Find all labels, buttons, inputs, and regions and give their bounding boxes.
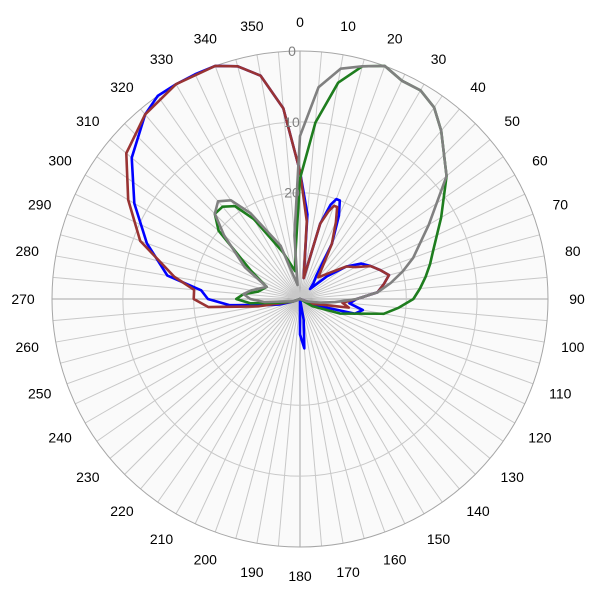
grid-spoke [299,298,386,533]
angle-tick-label: 220 [110,503,134,519]
grid-spoke [214,298,301,533]
grid-spoke [52,276,301,300]
angle-tick-label: 290 [28,196,52,212]
grid-spoke [299,193,525,300]
angle-tick-label: 80 [565,243,581,259]
angle-tick-label: 240 [48,430,72,446]
grid-spoke [60,298,301,364]
angle-tick-label: 50 [504,113,520,129]
grid-spoke [84,298,301,424]
series-line-4 [213,64,448,304]
angle-tick-label: 110 [549,386,572,402]
grid-spoke [66,213,301,300]
grid-spoke [299,298,491,459]
grid-spoke [109,298,301,459]
angle-tick-label: 20 [387,31,403,47]
angle-tick-label: 40 [470,79,486,95]
angle-tick-label: 230 [76,469,100,485]
grid-spoke [96,298,301,442]
grid-spoke [109,139,301,300]
angle-tick-label: 180 [288,568,312,584]
grid-spoke [299,123,476,300]
grid-spoke [140,298,301,490]
grid-spoke [124,298,301,475]
angle-tick-label: 120 [528,430,552,446]
angle-tick-label: 250 [28,386,52,402]
angle-tick-label: 320 [110,79,134,95]
grid-spoke [299,213,534,300]
grid-spoke [75,298,301,405]
outer-circle [51,50,549,548]
radial-tick-label: 20 [284,185,300,201]
grid-spoke [66,298,301,385]
angle-tick-label: 340 [194,31,218,47]
grid-spoke [157,298,301,503]
radial-tick-label: 0 [288,43,296,59]
grid-spoke [299,298,406,524]
angle-tick-label: 70 [553,196,569,212]
grid-spoke [299,65,386,300]
angle-tick-label: 170 [336,564,360,580]
grid-spoke [175,298,301,515]
angle-tick-label: 270 [11,291,35,307]
angle-tick-label: 160 [383,551,407,567]
grid-spoke [299,83,425,300]
grid-spoke [299,234,540,300]
angle-tick-label: 60 [532,153,548,169]
grid-spoke [299,298,425,515]
grid-spoke [299,156,504,300]
grid-spoke [256,54,301,300]
angle-tick-label: 130 [501,469,525,485]
grid-spoke [299,298,504,442]
angle-tick-label: 30 [431,51,447,67]
grid-spoke [299,298,443,503]
angle-tick-label: 150 [427,531,451,547]
angle-tick-label: 310 [76,113,100,129]
grid-spoke [299,298,525,405]
grid-spoke [299,298,344,544]
angle-tick-label: 190 [240,564,264,580]
grid-spoke [256,298,301,544]
grid-spoke [299,54,344,300]
grid-spoke [299,74,406,300]
angle-tick-label: 330 [150,51,174,67]
angle-tick-label: 300 [48,153,72,169]
angle-tick-label: 280 [16,243,40,259]
angle-tick-label: 90 [569,291,585,307]
grid-spoke [299,255,545,300]
grid-spoke [194,74,301,300]
angle-tick-label: 140 [466,503,490,519]
angle-tick-label: 10 [340,18,356,34]
angle-tick-label: 210 [150,531,174,547]
grid-spoke [175,83,301,300]
grid-ring [122,121,478,477]
grid-spoke [299,108,460,300]
angle-tick-label: 200 [194,551,218,567]
series-line-2 [125,64,391,309]
grid-spoke [235,298,301,539]
angle-tick-label: 0 [296,14,304,30]
grid-spoke [157,95,301,300]
grid-spoke [124,123,301,300]
grid-spoke [194,298,301,524]
angle-tick-label: 260 [16,339,40,355]
grid-spoke [96,156,301,300]
grid-spoke [84,174,301,300]
radial-tick-label: 10 [284,114,300,130]
grid-spoke [277,298,301,547]
grid-spoke [235,59,301,300]
grid-spoke [299,298,476,475]
angle-tick-label: 100 [561,339,585,355]
angle-tick-label: 350 [240,18,264,34]
grid-spoke [140,108,301,300]
grid-spoke [299,298,516,424]
grid-spoke [299,298,460,490]
grid-spoke [299,298,365,539]
grid-spoke [299,174,516,300]
grid-spoke [299,276,548,300]
